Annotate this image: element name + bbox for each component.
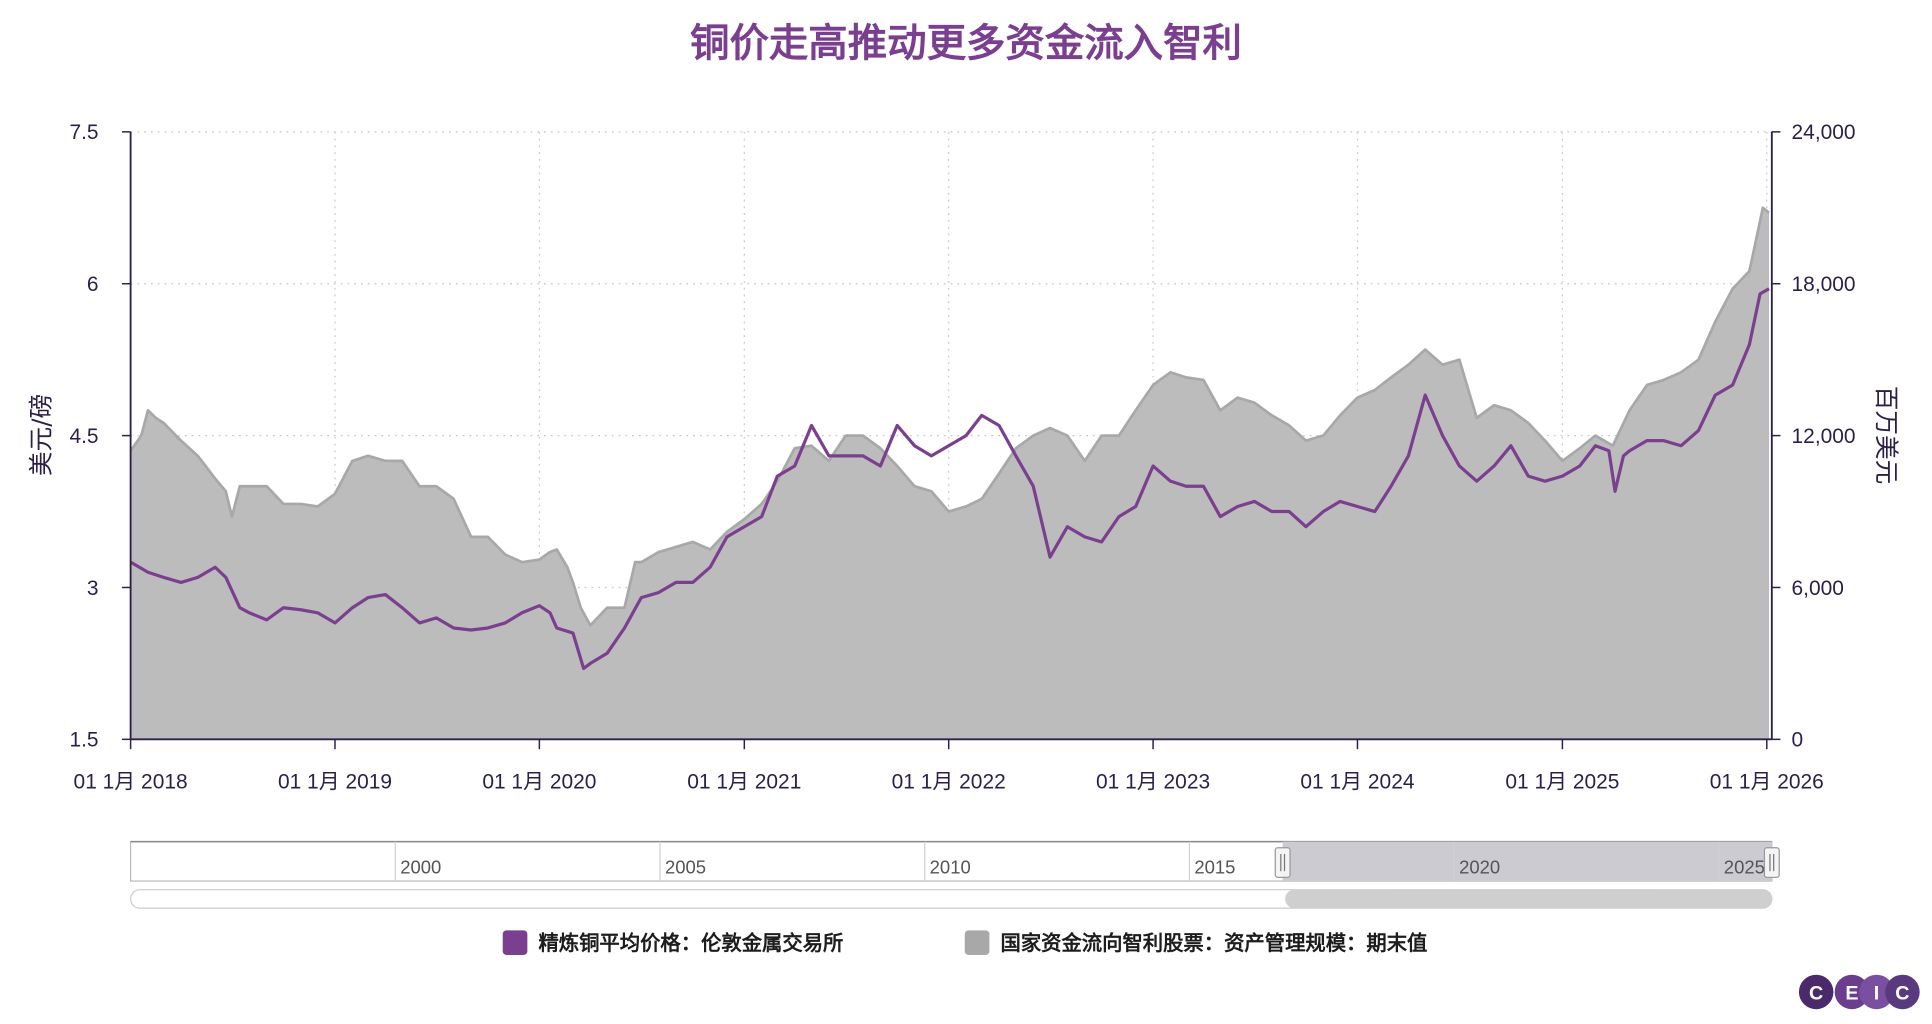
legend-swatch-aum (964, 930, 990, 955)
x-tick-label: 01 1月 2021 (687, 771, 801, 794)
right-tick-label: 18,000 (1792, 273, 1856, 296)
navigator-labels: 2000 2005 2010 2015 2020 2025 (394, 841, 1765, 882)
x-tick-label: 01 1月 2025 (1505, 771, 1619, 794)
navigator[interactable]: 2000 2005 2010 2015 2020 2025 (129, 840, 1780, 882)
x-tick-label: 01 1月 2026 (1710, 771, 1824, 794)
right-tick-label: 0 (1792, 729, 1804, 752)
svg-text:E: E (1845, 982, 1858, 1004)
left-tick-label: 4.5 (69, 425, 98, 448)
x-tick-label: 01 1月 2024 (1300, 771, 1414, 794)
navigator-label: 2005 (665, 857, 706, 878)
navigator-handle-left[interactable] (1274, 847, 1291, 878)
legend-label-aum: 国家资金流向智利股票：资产管理规模：期末值 (1001, 931, 1428, 955)
right-tick-label: 24,000 (1792, 121, 1856, 144)
logo-circle-i (1859, 974, 1894, 1010)
legend-swatch-copper (502, 930, 528, 955)
copper-price-line (129, 287, 1770, 671)
left-tick-label: 7.5 (69, 121, 98, 144)
logo-circle-c2 (1885, 974, 1920, 1010)
legend-label-copper: 精炼铜平均价格：伦敦金属交易所 (538, 931, 843, 955)
scrollbar-thumb[interactable] (1285, 889, 1772, 909)
svg-text:C: C (1809, 982, 1823, 1004)
navigator-label: 2010 (930, 857, 971, 878)
right-tick-label: 6,000 (1792, 577, 1844, 600)
x-tick-label: 01 1月 2020 (482, 771, 596, 794)
aum-line (129, 206, 1770, 627)
aum-area (130, 207, 1770, 740)
left-tick-label: 3 (87, 577, 99, 600)
legend-item-aum[interactable]: 国家资金流向智利股票：资产管理规模：期末值 (964, 930, 1428, 955)
navigator-handle-right[interactable] (1763, 847, 1780, 878)
x-tick-label: 01 1月 2018 (74, 771, 188, 794)
legend: 精炼铜平均价格：伦敦金属交易所 国家资金流向智利股票：资产管理规模：期末值 (502, 930, 1428, 955)
navigator-label: 2025 (1724, 857, 1765, 878)
left-tick-label: 6 (87, 273, 99, 296)
right-axis-title: 百万美元 (1872, 386, 1901, 485)
navigator-selection[interactable] (1282, 841, 1772, 882)
chart-title: 铜价走高推动更多资金流入智利 (690, 21, 1242, 67)
navigator-label: 2000 (400, 857, 441, 878)
x-tick-label: 01 1月 2022 (892, 771, 1006, 794)
ceic-logo: C E I C (1798, 974, 1920, 1010)
navigator-label: 2015 (1194, 857, 1235, 878)
ticks: 1.5 3 4.5 6 7.5 0 6,000 12,000 18,000 24,000 01 1月… (69, 121, 1855, 793)
series-layer (129, 206, 1770, 740)
navigator-label: 2020 (1459, 857, 1500, 878)
x-tick-label: 01 1月 2023 (1096, 771, 1210, 794)
logo-circle-c1 (1798, 974, 1834, 1010)
x-tick-label: 01 1月 2019 (278, 771, 392, 794)
svg-text:C: C (1895, 982, 1909, 1004)
legend-item-copper[interactable]: 精炼铜平均价格：伦敦金属交易所 (502, 930, 844, 955)
logo-circle-e (1834, 974, 1870, 1010)
right-tick-label: 12,000 (1792, 425, 1856, 448)
left-tick-label: 1.5 (69, 729, 98, 752)
svg-text:I: I (1874, 982, 1879, 1004)
left-axis-title: 美元/磅 (26, 394, 55, 476)
